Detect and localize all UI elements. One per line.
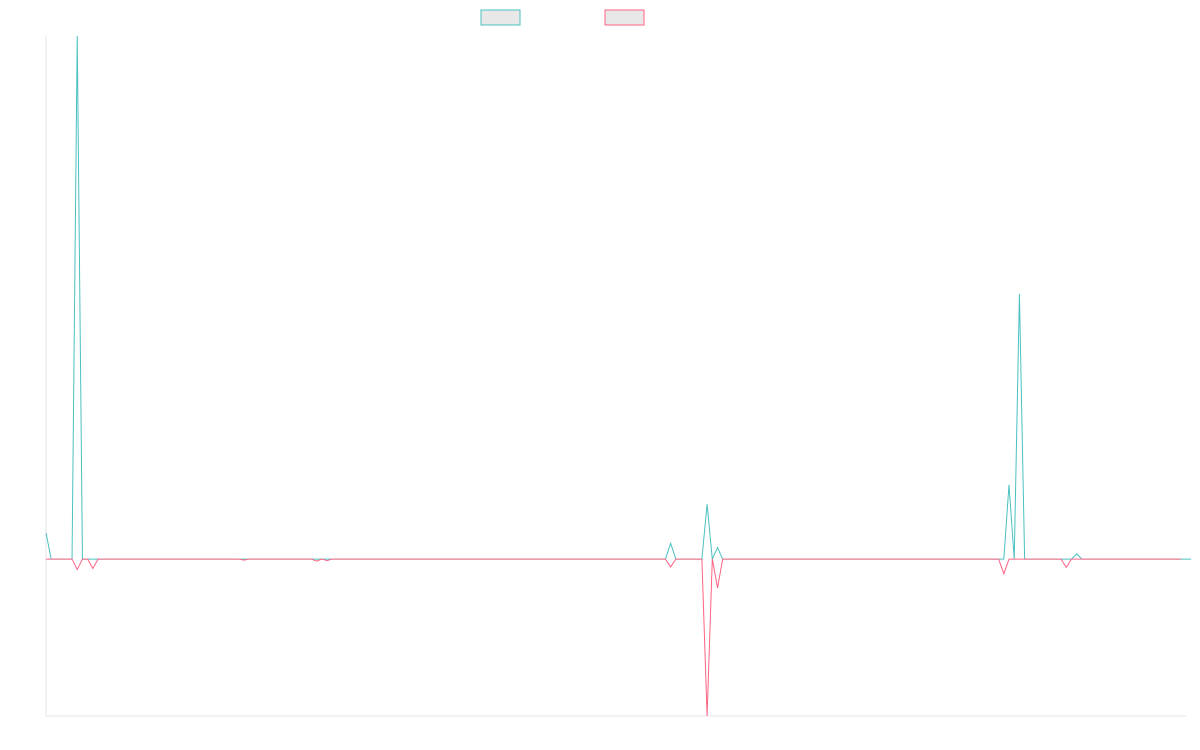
chart-legend bbox=[480, 9, 645, 26]
series-1 bbox=[46, 558, 1181, 717]
legend-item bbox=[480, 9, 521, 26]
chart-series-layer bbox=[45, 35, 1192, 717]
series-0 bbox=[45, 35, 1192, 562]
chart-axes bbox=[45, 36, 1186, 717]
legend-item bbox=[604, 9, 645, 26]
legend-swatch bbox=[604, 9, 645, 26]
legend-swatch bbox=[480, 9, 521, 26]
series-line bbox=[46, 558, 1181, 717]
series-line bbox=[45, 35, 1192, 562]
